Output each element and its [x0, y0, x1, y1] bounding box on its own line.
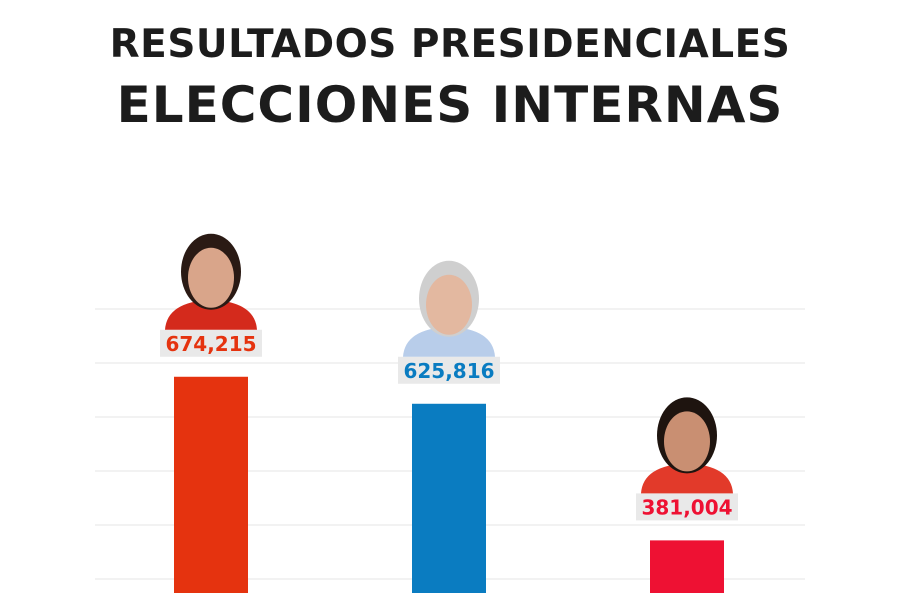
candidate-photo-shirt [403, 326, 495, 357]
chart-subtitle: ELECCIONES INTERNAS [116, 76, 784, 134]
candidate-photo-face [426, 274, 472, 335]
data-label: 674,215 [165, 332, 256, 356]
candidate-photo-face [188, 247, 234, 308]
data-label-box [636, 493, 738, 521]
data-label: 381,004 [641, 495, 732, 519]
chart-title: RESULTADOS PRESIDENCIALES [109, 22, 791, 67]
data-label-box [160, 329, 262, 357]
bar-1 [174, 376, 248, 593]
bar-3 [650, 540, 724, 593]
data-label-box [398, 356, 500, 384]
candidate-photo-face [664, 411, 710, 472]
data-label: 625,816 [403, 359, 494, 383]
bar-2 [412, 403, 486, 593]
candidate-photo-shirt [165, 299, 257, 330]
candidate-photo-shirt [641, 463, 733, 494]
